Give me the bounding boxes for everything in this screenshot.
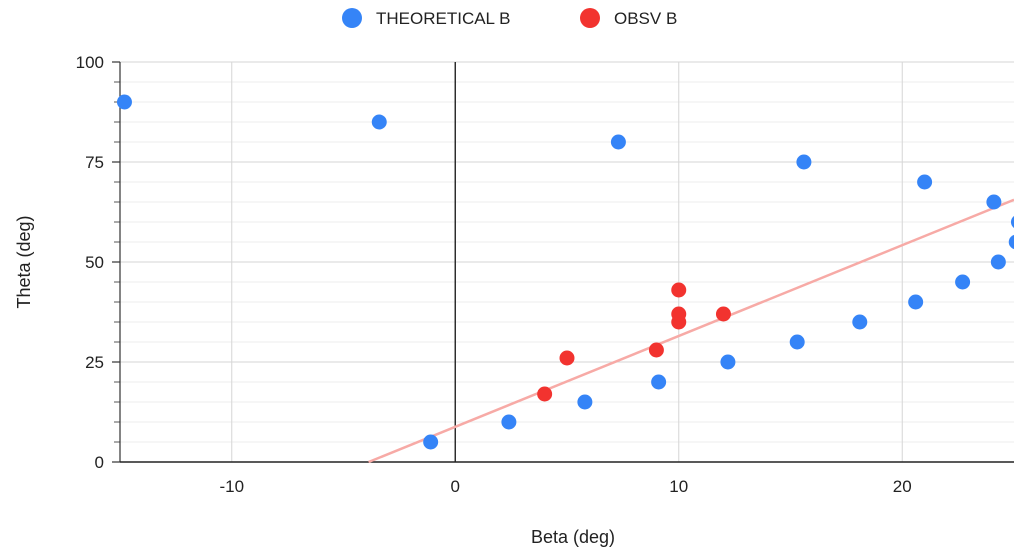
obsv-b-point	[537, 386, 553, 402]
trendline	[368, 198, 1014, 464]
legend-label-obsv-b: OBSV B	[614, 9, 677, 28]
theoretical-b-point	[955, 274, 971, 290]
theoretical-b-point	[577, 394, 593, 410]
trendline-layer	[368, 198, 1014, 464]
theoretical-b-point	[990, 254, 1006, 270]
obsv-b-point	[671, 306, 687, 322]
points-layer	[116, 94, 1014, 450]
theoretical-b-point	[610, 134, 626, 150]
legend: THEORETICAL B OBSV B	[342, 8, 677, 28]
legend-marker-theoretical-b	[342, 8, 362, 28]
theoretical-b-point	[501, 414, 517, 430]
x-tick-label: 0	[451, 477, 460, 496]
x-tick-label: 10	[669, 477, 688, 496]
axes	[112, 61, 1014, 463]
y-tick-label: 100	[76, 53, 104, 72]
y-tick-label: 75	[85, 153, 104, 172]
theoretical-b-point	[371, 114, 387, 130]
obsv-b-point	[559, 350, 575, 366]
y-axis-title: Theta (deg)	[14, 215, 34, 308]
x-tick-label: 20	[893, 477, 912, 496]
theoretical-b-point	[720, 354, 736, 370]
x-tick-label: -10	[219, 477, 244, 496]
minor-gridlines	[120, 81, 1014, 443]
theoretical-b-point	[789, 334, 805, 350]
y-tick-label: 0	[95, 453, 104, 472]
theoretical-b-point	[908, 294, 924, 310]
theoretical-b-point	[116, 94, 132, 110]
theoretical-b-point	[917, 174, 933, 190]
y-tick-label: 25	[85, 353, 104, 372]
obsv-b-point	[671, 282, 687, 298]
obsv-b-point	[715, 306, 731, 322]
theoretical-b-point	[423, 434, 439, 450]
theoretical-b-point	[1010, 215, 1014, 229]
y-tick-label: 50	[85, 253, 104, 272]
legend-marker-obsv-b	[580, 8, 600, 28]
theoretical-b-point	[651, 374, 667, 390]
obsv-b-point	[648, 342, 664, 358]
theoretical-b-point	[986, 194, 1002, 210]
theoretical-b-point	[796, 154, 812, 170]
tick-labels: 0 25 50 75 100 -10 0 10 20	[76, 53, 912, 496]
theoretical-b-point	[1008, 234, 1014, 250]
x-axis-title: Beta (deg)	[531, 527, 615, 547]
legend-label-theoretical-b: THEORETICAL B	[376, 9, 510, 28]
theoretical-b-point	[852, 314, 868, 330]
